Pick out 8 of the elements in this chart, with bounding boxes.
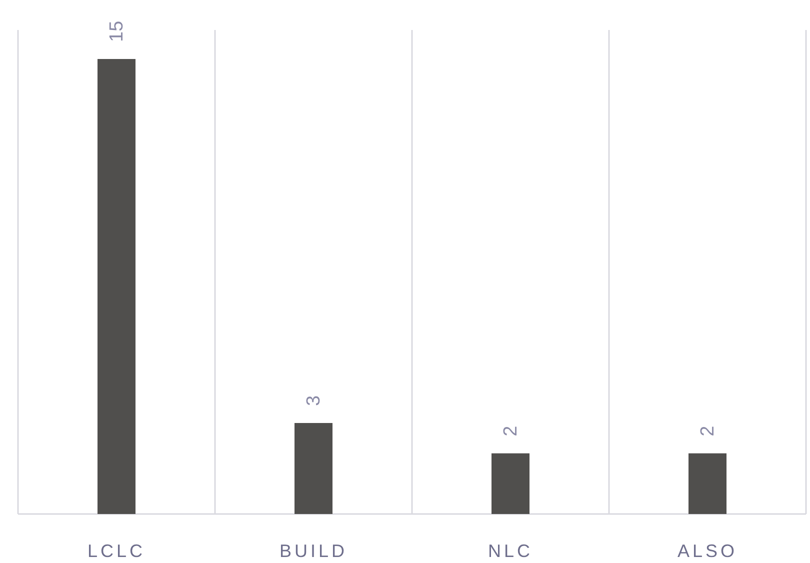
data-label: 2 [500, 426, 522, 436]
x-tick-label: BUILD [279, 541, 348, 561]
x-tick-label: NLC [488, 541, 534, 561]
data-label: 3 [304, 395, 324, 406]
x-tick-label: LCLC [87, 541, 146, 561]
data-label: 15 [106, 20, 128, 42]
data-label: 2 [698, 426, 718, 436]
x-tick-label: ALSO [677, 541, 738, 561]
